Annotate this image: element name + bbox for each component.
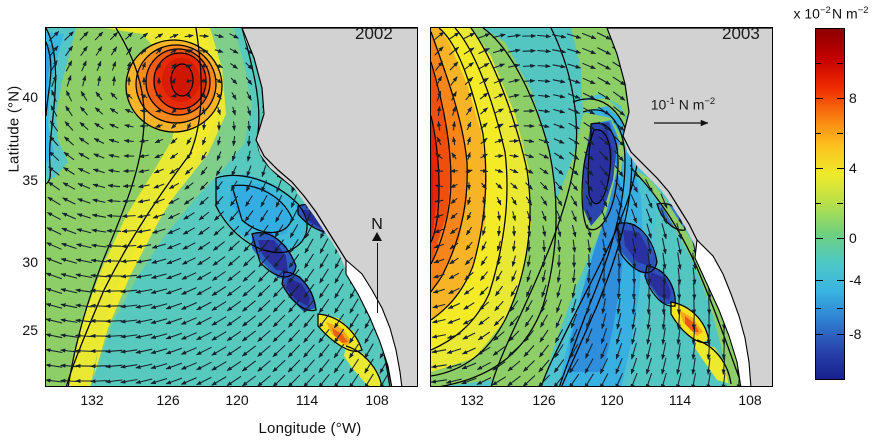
- inner-gulf-2003: [694, 238, 752, 386]
- colorbar-label-m4: -4: [849, 272, 862, 288]
- y-tick-label-25: 25: [22, 322, 38, 338]
- north-compass-arrow: N: [362, 216, 392, 313]
- colorbar-minor-tick: [815, 133, 821, 135]
- x-tick-label-p2-120: 120: [600, 392, 624, 408]
- colorbar-tick-4: [815, 168, 823, 170]
- vector-scale-legend: 10-1 N m−2: [628, 96, 738, 134]
- y-tick-label-40: 40: [22, 89, 38, 105]
- colorbar-label-m8: -8: [849, 326, 862, 342]
- panel-year-label-2003: 2003: [722, 24, 760, 43]
- colorbar-tick-8: [815, 98, 823, 100]
- x-tick-label-p2-108: 108: [738, 392, 762, 408]
- x-tick-label-p1-114: 114: [295, 392, 319, 408]
- x-tick-label-p1-120: 120: [225, 392, 249, 408]
- colorbar-minor-tick: [815, 203, 821, 205]
- north-arrow-stem: [376, 243, 378, 313]
- colorbar-unit-label: x 10−2 N m−2: [793, 5, 869, 22]
- north-arrow-head: [372, 232, 382, 241]
- panel-year-label-2002: 2002: [355, 24, 393, 43]
- x-tick-label-p1-108: 108: [365, 392, 389, 408]
- y-tick-label-30: 30: [22, 254, 38, 270]
- north-label: N: [371, 216, 383, 233]
- inner-gulf-2002: [345, 258, 403, 386]
- x-tick-label-p1-126: 126: [156, 392, 180, 408]
- colorbar-label-4: 4: [849, 160, 857, 176]
- colorbar-minor-tick: [815, 308, 821, 310]
- y-axis-title: Latitude (°N): [5, 85, 23, 173]
- colorbar-label-8: 8: [849, 90, 857, 106]
- x-axis-title: Longitude (°W): [258, 420, 362, 437]
- y-tick-label-35: 35: [22, 172, 38, 188]
- colorbar-label-0: 0: [849, 230, 857, 246]
- x-tick-label-p2-126: 126: [532, 392, 556, 408]
- colorbar-minor-tick: [815, 63, 821, 65]
- vector-scale-label: 10-1 N m−2: [650, 96, 716, 113]
- colorbar-tick-m4: [815, 280, 823, 282]
- colorbar-tick-0: [815, 238, 823, 240]
- x-tick-label-p2-132: 132: [460, 392, 484, 408]
- x-tick-label-p1-132: 132: [80, 392, 104, 408]
- colorbar-tick-m8: [815, 334, 823, 336]
- x-tick-label-p2-114: 114: [668, 392, 692, 408]
- vector-scale-arrow: [654, 119, 709, 126]
- map-panel-2002[interactable]: [45, 27, 418, 387]
- map-panel-2003[interactable]: [430, 27, 773, 387]
